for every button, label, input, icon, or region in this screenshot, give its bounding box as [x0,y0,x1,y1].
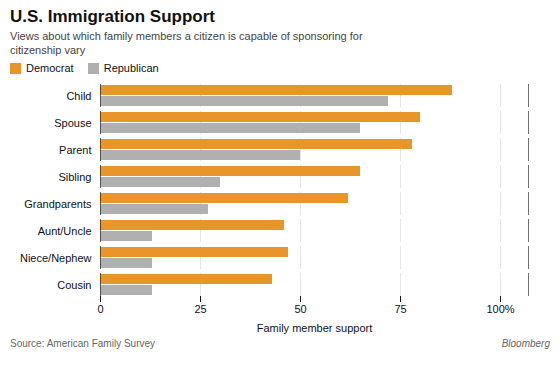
svg-text:25: 25 [194,303,206,315]
svg-text:Sibling: Sibling [58,171,91,183]
html-text:Views about which family membe: Views about which family members a citiz… [10,30,363,56]
html-text:Bloomberg: Bloomberg [501,338,550,349]
svg-text:75: 75 [394,303,406,315]
html-text:Democrat: Democrat [26,62,74,74]
svg-text:0: 0 [97,303,103,315]
svg-text:Family member support: Family member support [257,322,373,334]
svg-text:Grandparents: Grandparents [24,198,92,210]
svg-text:Aunt/Uncle: Aunt/Uncle [38,225,92,237]
svg-text:Child: Child [66,90,91,102]
svg-text:100%: 100% [486,303,514,315]
html-text:U.S. Immigration Support: U.S. Immigration Support [10,7,215,26]
svg-text:Niece/Nephew: Niece/Nephew [20,252,92,264]
svg-text:Cousin: Cousin [57,279,91,291]
html-text:Source: American Family Survey: Source: American Family Survey [10,338,156,349]
html-text:Republican: Republican [103,62,159,74]
svg-text:Parent: Parent [59,144,91,156]
svg-text:50: 50 [294,303,306,315]
svg-text:Spouse: Spouse [54,117,91,129]
